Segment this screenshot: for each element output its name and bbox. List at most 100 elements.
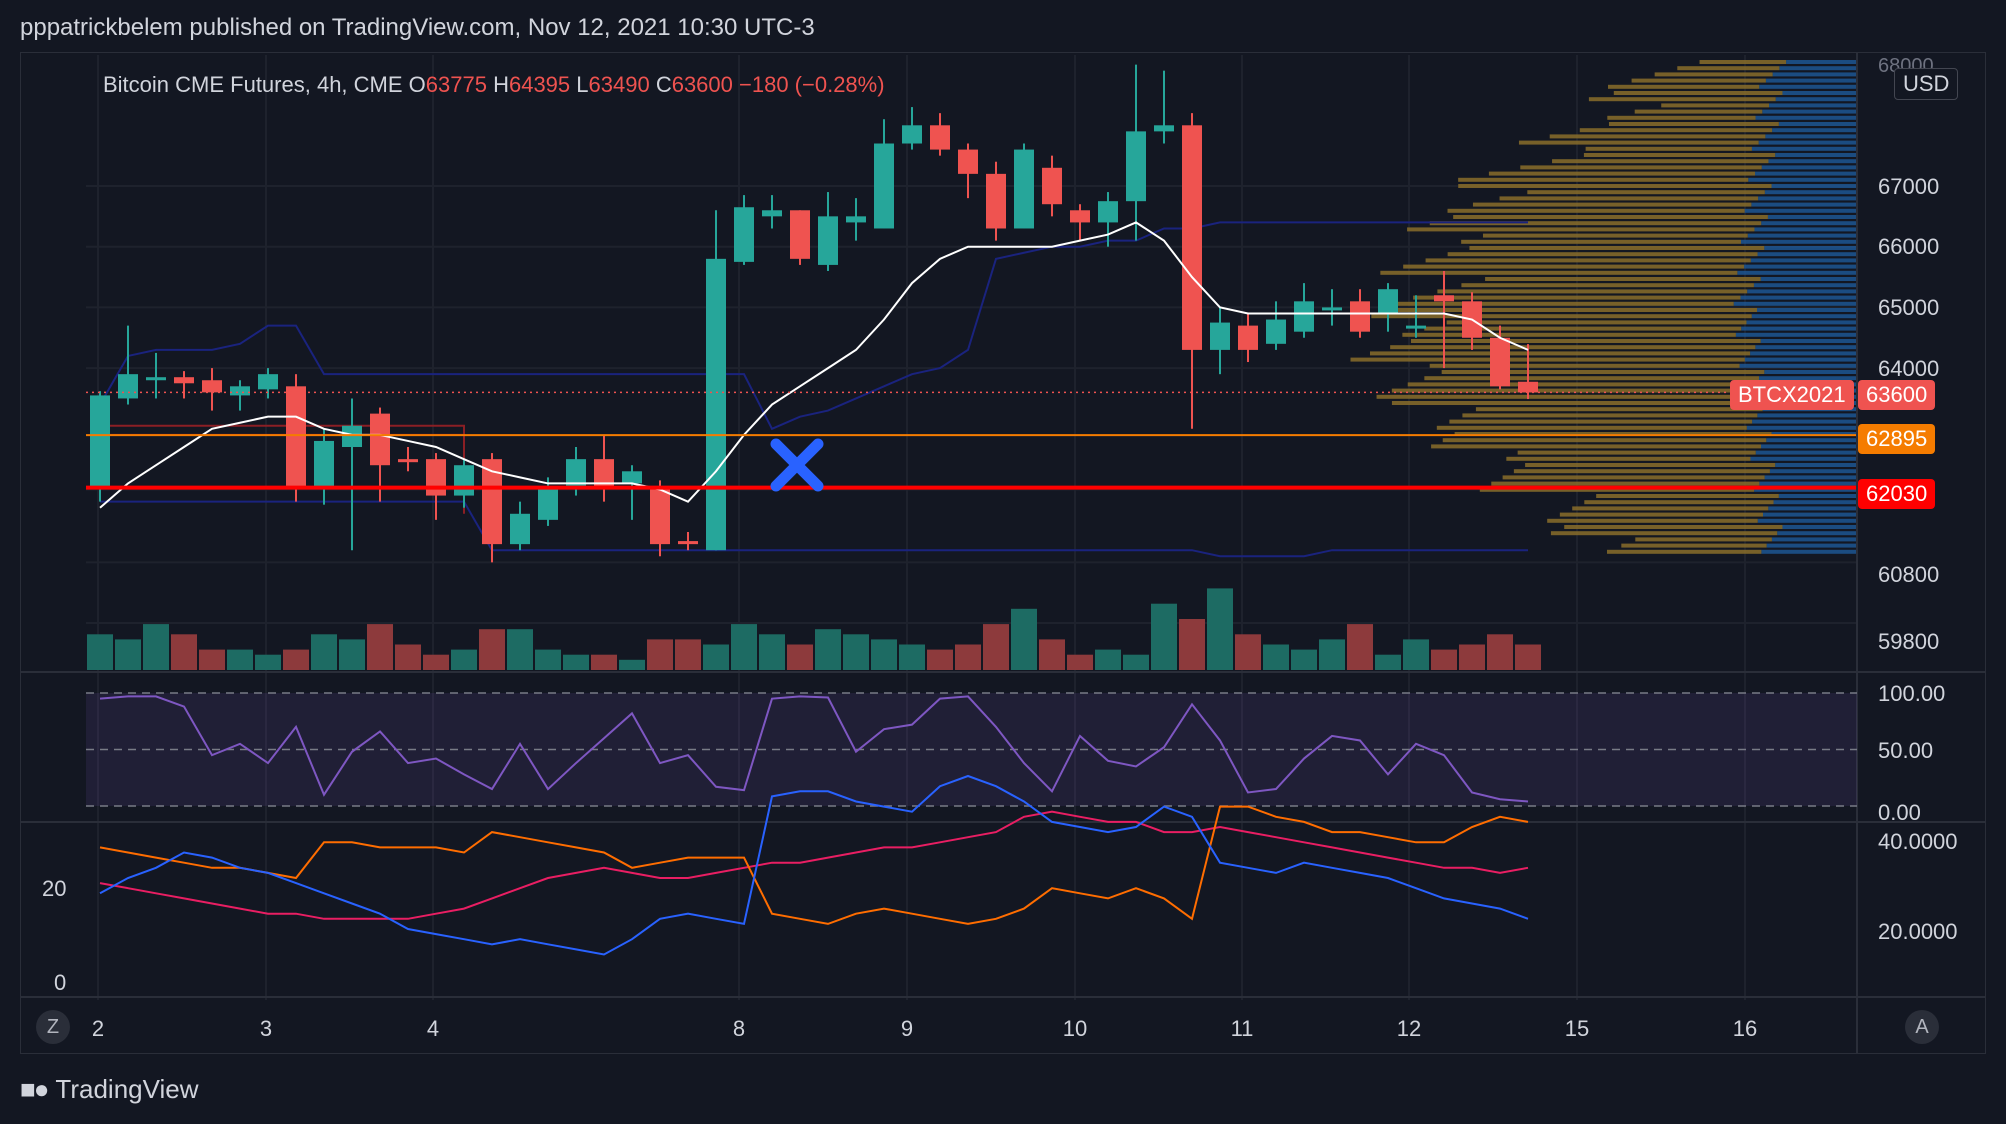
price-axis-label: 65000 [1878, 295, 1939, 320]
volume-profile-bar [1782, 91, 1857, 95]
volume-bar [1403, 639, 1429, 670]
volume-profile-bar [1750, 456, 1857, 461]
red-level-label: 62030 [1858, 479, 1936, 509]
volume-bar [1375, 654, 1401, 670]
volume-profile-bar [1744, 208, 1857, 213]
zoom-button[interactable]: Z [36, 1010, 70, 1044]
volume-profile-bar [1771, 432, 1857, 436]
candle-body [1434, 295, 1454, 302]
candle-body [1350, 301, 1370, 332]
candle-body [1378, 289, 1398, 314]
volume-profile-bar [1747, 233, 1857, 238]
volume-profile-bar [1755, 115, 1857, 120]
volume-profile-bar [1518, 140, 1759, 145]
dmi-minus-line [99, 805, 1529, 925]
volume-profile-bar [1752, 419, 1857, 424]
volume-profile-bar [1469, 246, 1765, 250]
volume-profile-bar [1733, 301, 1857, 306]
volume-bar [143, 624, 169, 670]
volume-bar [479, 629, 505, 670]
volume-profile-bar [1564, 525, 1783, 529]
candle-body [846, 216, 866, 223]
volume-profile-bar [1755, 345, 1857, 350]
volume-profile-bar [1407, 382, 1754, 387]
volume-profile-bar [1525, 463, 1776, 467]
volume-profile-bar [1764, 190, 1857, 195]
volume-profile-bar [1761, 165, 1857, 170]
volume-profile-bar [1635, 537, 1772, 542]
candle-body [566, 459, 586, 490]
volume-profile-bar [1754, 227, 1857, 232]
volume-profile-bar [1527, 190, 1765, 195]
volume-profile-bar [1461, 283, 1754, 288]
volume-profile-bar [1768, 506, 1857, 511]
volume-bar [1123, 654, 1149, 670]
auto-scale-button[interactable]: A [1905, 1010, 1939, 1044]
volume-profile-bar [1764, 246, 1857, 250]
candle-body [958, 149, 978, 174]
volume-profile-bar [1782, 525, 1857, 529]
ticker-label: BTCX2021 [1730, 380, 1854, 410]
price-axis-label: 60800 [1878, 562, 1939, 587]
volume-bar [1095, 649, 1121, 670]
volume-profile-bar [1407, 227, 1755, 232]
volume-bar [507, 629, 533, 670]
volume-profile-bar [1758, 196, 1857, 201]
volume-profile-bar [1654, 72, 1773, 77]
volume-profile-bar [1751, 146, 1857, 151]
adx-line [99, 810, 1529, 920]
volume-profile-bar [1461, 239, 1741, 244]
candle-body [1266, 319, 1286, 344]
volume-profile-bar [1485, 277, 1761, 281]
rsi-axis-label: 50.00 [1878, 738, 1933, 763]
volume-profile-bar [1441, 370, 1765, 374]
candle-body [930, 125, 950, 150]
volume-bar [591, 654, 617, 670]
volume-profile-bar [1449, 419, 1753, 424]
price-axis-label: 66000 [1878, 234, 1939, 259]
volume-profile-bar [1779, 66, 1857, 71]
candle-body [986, 173, 1006, 229]
volume-profile-bar [1607, 549, 1762, 554]
volume-profile-bar [1549, 134, 1766, 139]
volume-profile-bar [1757, 252, 1857, 257]
dmi-plus-line [99, 774, 1529, 956]
volume-bar [927, 649, 953, 670]
candle-body [1126, 131, 1146, 202]
volume-profile-bar [1479, 487, 1755, 492]
volume-profile-bar [1768, 159, 1857, 164]
volume-bar [899, 644, 925, 670]
volume-profile-bar [1380, 270, 1738, 275]
volume-profile-bar [1699, 60, 1787, 64]
candle-body [1210, 322, 1230, 350]
volume-profile-bar [1559, 512, 1763, 517]
volume-bar [983, 624, 1009, 670]
volume-profile-bar [1765, 78, 1857, 83]
dmi-axis-label: 40.0000 [1878, 829, 1958, 854]
volume-profile-bar [1772, 72, 1857, 77]
volume-profile-bar [1583, 153, 1776, 157]
time-axis-label: 11 [1231, 1016, 1254, 1041]
volume-profile-bar [1740, 295, 1857, 300]
volume-bar [1515, 644, 1541, 670]
time-axis-label: 10 [1063, 1016, 1087, 1041]
volume-profile-bar [1520, 165, 1762, 170]
volume-profile-bar [1453, 215, 1768, 219]
volume-profile-bar [1759, 481, 1857, 486]
moving-average-line [99, 221, 1529, 509]
volume-profile-bar [1755, 450, 1857, 455]
volume-profile-bar [1550, 531, 1778, 536]
volume-profile-bar [1442, 438, 1767, 443]
currency-button[interactable]: USD [1894, 68, 1959, 100]
volume-profile-bar [1775, 153, 1857, 157]
volume-profile-bar [1596, 494, 1779, 498]
volume-bar [87, 634, 113, 670]
volume-bar [311, 634, 337, 670]
volume-bar [1319, 639, 1345, 670]
candle-body [650, 489, 670, 545]
candle-body [1098, 201, 1118, 223]
candle-body [286, 386, 306, 490]
volume-profile-bar [1775, 97, 1857, 102]
candle-body [90, 395, 110, 490]
